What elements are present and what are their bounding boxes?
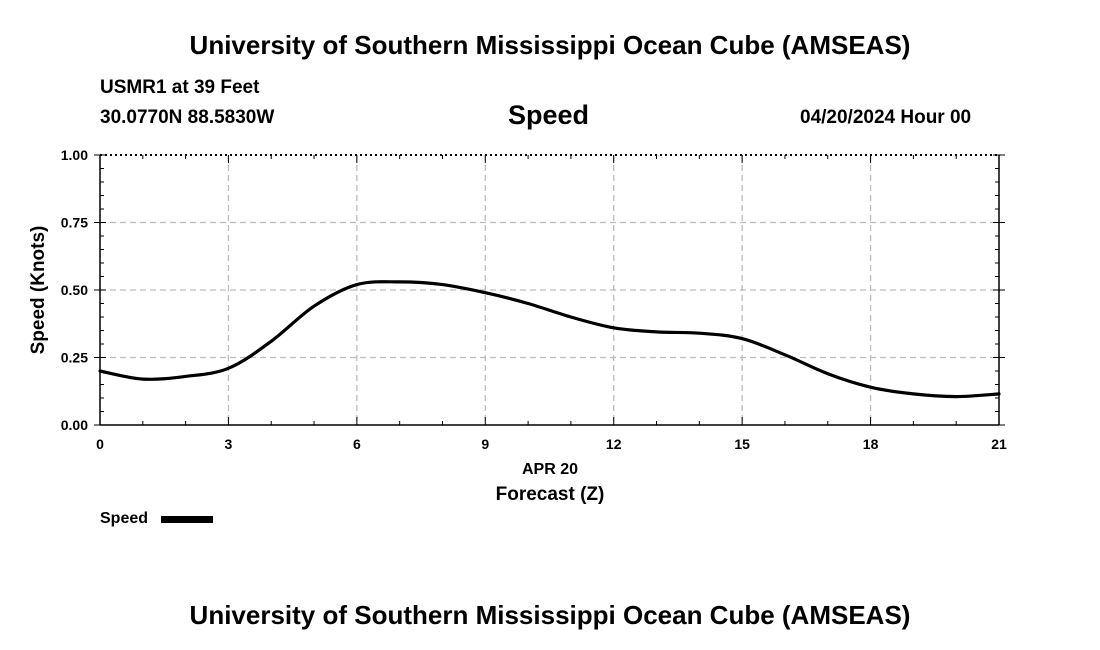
legend-swatch (161, 516, 213, 523)
station-coordinates: 30.0770N 88.5830W (100, 107, 275, 128)
x-tick-label: 15 (734, 436, 750, 452)
x-date-label: APR 20 (522, 461, 578, 478)
tick-labels: 0 3 6 9 12 15 18 21 0.00 0.25 0.50 0.75 1.00 (61, 147, 1007, 452)
grid-layer (100, 154, 999, 425)
series-line-speed (98, 280, 1001, 399)
y-tick-label: 0.75 (61, 215, 88, 231)
page-title: University of Southern Mississippi Ocean… (189, 30, 911, 60)
footer-title: University of Southern Mississippi Ocean… (189, 600, 911, 630)
series-layer (98, 280, 1001, 399)
x-tick-label: 12 (606, 436, 622, 452)
chart-title: Speed (508, 100, 590, 130)
x-tick-label: 9 (481, 436, 489, 452)
y-tick-label: 1.00 (61, 147, 88, 163)
x-tick-label: 6 (353, 436, 361, 452)
station-label: USMR1 at 39 Feet (100, 77, 260, 98)
x-axis-label: Forecast (Z) (496, 484, 605, 505)
y-tick-label: 0.25 (61, 350, 88, 366)
x-tick-label: 18 (863, 436, 879, 452)
y-tick-label: 0.50 (61, 282, 88, 298)
x-tick-label: 21 (991, 436, 1007, 452)
x-tick-label: 3 (225, 436, 233, 452)
axes (94, 154, 1005, 426)
forecast-datetime: 04/20/2024 Hour 00 (800, 107, 972, 128)
legend-label: Speed (100, 510, 149, 527)
y-tick-label: 0.00 (61, 417, 88, 433)
x-tick-label: 0 (96, 436, 104, 452)
y-axis-label: Speed (Knots) (28, 226, 49, 355)
